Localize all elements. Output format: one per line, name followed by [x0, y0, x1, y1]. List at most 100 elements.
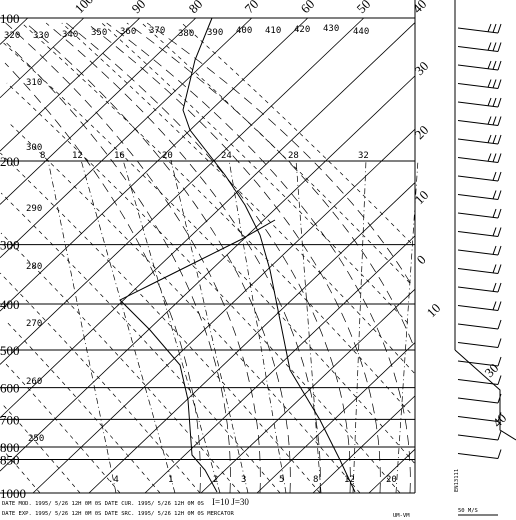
isotherm [0, 22, 416, 419]
wind-barb-flag [497, 375, 502, 385]
temperature-top-labels: 90 [129, 0, 149, 16]
wind-barb-flag [497, 245, 502, 256]
theta-top-labels: 420 [294, 25, 310, 35]
wind-barb [457, 434, 499, 441]
wind-barb [457, 305, 499, 311]
footer-line: DATE MOD. 1995/ 5/26 12H 0M 0S DATE CUR.… [2, 501, 204, 507]
theta-top-labels: 350 [91, 28, 107, 38]
dry-adiabat [61, 22, 415, 374]
wind-barb-flag [492, 60, 497, 70]
theta-left-labels: 250 [28, 434, 44, 444]
mixing-ratio-line [352, 159, 367, 494]
isotherm [88, 182, 416, 494]
wind-barb-flag [492, 171, 497, 181]
theta-top-labels: 430 [323, 24, 339, 34]
dry-adiabat [4, 362, 121, 494]
temperature-top-labels: 50 [354, 0, 374, 16]
wind-barb-flag [492, 282, 497, 292]
wind-barb-flag [492, 264, 497, 274]
theta-top-labels: 380 [178, 29, 194, 39]
isotherm [0, 17, 29, 45]
mixing-ratio-top-labels: 28 [288, 151, 299, 161]
dry-adiabat [21, 22, 411, 414]
wind-barb-flag [487, 60, 492, 69]
mixing-ratio-top-labels: 24 [221, 151, 232, 161]
temperature-right-labels: 10 [412, 187, 432, 207]
mixing-ratio-bottom-labels: 3 [241, 475, 246, 485]
temperature-top-labels: 60 [298, 0, 318, 16]
wind-barb-flag [497, 153, 502, 163]
theta-top-labels: 320 [4, 31, 20, 41]
mixing-ratio-bottom-labels: 1 [168, 475, 173, 485]
wind-barb [457, 323, 499, 330]
wind-barb-flag [487, 153, 492, 162]
wind-barb-flag [497, 171, 502, 182]
wind-barb-flag [497, 319, 502, 330]
isotherm [0, 17, 141, 152]
moist-adiabat [106, 22, 411, 494]
mixing-ratio-top-labels: 20 [162, 151, 173, 161]
dry-adiabat [0, 272, 201, 494]
wind-barb-flag [487, 42, 492, 51]
isotherm [0, 17, 253, 259]
wind-barb-flag [492, 301, 497, 311]
temperature-right-labels: 20 [412, 122, 432, 142]
wind-barb-flag [497, 338, 502, 348]
mixing-ratio-top-labels: 32 [358, 151, 369, 161]
theta-top-labels: 340 [62, 30, 78, 40]
wind-barb-flag [497, 60, 502, 71]
wind-barb [457, 231, 499, 237]
wind-barb [457, 360, 499, 367]
wind-barb-flag [492, 23, 497, 33]
wind-barb [457, 46, 499, 52]
footer-line: DATE EXP. 1995/ 5/26 12H 0M 0S DATE SRC.… [2, 511, 234, 517]
wind-barb-flag [492, 208, 497, 218]
theta-top-labels: 390 [207, 28, 223, 38]
wind-barb-flag [497, 227, 502, 237]
mixing-ratio-line [47, 159, 117, 494]
wind-barb-flag [492, 97, 497, 107]
wind-barb-flag [487, 23, 492, 32]
wind-barb [457, 342, 499, 348]
wind-barb-flag [487, 97, 492, 106]
temperature-top-labels: 100 [72, 0, 96, 16]
mixing-ratio-bottom-labels: 8 [313, 475, 318, 485]
dry-adiabat [0, 232, 241, 494]
dry-adiabat [7, 322, 161, 494]
mixing-ratio-line [122, 159, 221, 494]
theta-left-labels: 260 [26, 377, 42, 387]
temperature-profile [182, 17, 356, 493]
theta-top-labels: 360 [120, 27, 136, 37]
theta-top-labels: 400 [236, 26, 252, 36]
wind-barb-flag [497, 42, 502, 52]
wind-barb-flag [497, 449, 502, 459]
moist-adiabat [86, 22, 381, 494]
wind-barb-flag [487, 116, 492, 125]
wind-barb-flag [497, 116, 502, 126]
isotherm [0, 75, 416, 472]
dewpoint-profile [119, 219, 276, 493]
barb-border [454, 349, 516, 441]
wind-barb [457, 416, 499, 422]
wind-barb-flag [497, 134, 502, 145]
wind-barb-flag [497, 301, 502, 311]
mixing-ratio-top-labels: 16 [114, 151, 125, 161]
wind-barb [457, 268, 499, 274]
temperature-right-labels: 0 [414, 252, 429, 267]
dry-adiabat [6, 82, 401, 494]
wind-barb [457, 157, 499, 163]
wind-barb-flag [492, 227, 497, 237]
mixing-ratio-bottom-labels: 20 [386, 475, 397, 485]
wind-barb-flag [497, 356, 502, 367]
wind-barb [457, 453, 499, 459]
dry-adiabat [8, 122, 361, 494]
temperature-top-labels: 80 [186, 0, 206, 16]
wind-barb [457, 138, 499, 145]
isotherm [0, 17, 309, 312]
wind-barb-flag [497, 282, 502, 293]
moist-adiabat [4, 62, 201, 494]
wind-barb [457, 249, 499, 256]
theta-top-labels: 330 [33, 31, 49, 41]
dry-adiabat [0, 192, 281, 494]
